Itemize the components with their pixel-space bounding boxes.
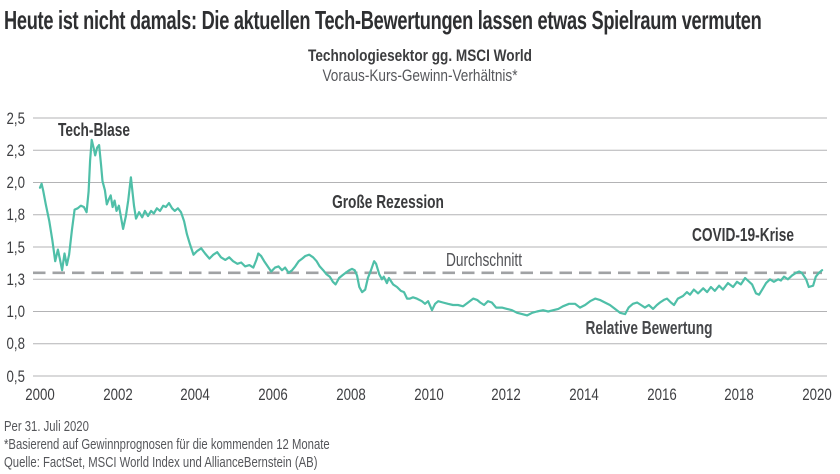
annotation-relative-valuation: Relative Bewertung <box>585 317 713 338</box>
y-tick-label-1,5: 1,5 <box>6 237 25 257</box>
y-tick-label-1,8: 1,8 <box>6 205 25 225</box>
x-tick-label-2016: 2016 <box>646 385 677 404</box>
x-tick-label-2010: 2010 <box>413 385 444 404</box>
annotation-covid-crisis: COVID-19-Krise <box>692 224 794 245</box>
annotation-great-recession: Große Rezession <box>332 191 444 212</box>
chart-title: Technologiesektor gg. MSCI World <box>308 46 532 65</box>
y-tick-label-0,5: 0,5 <box>6 366 25 386</box>
chart-subtitle: Voraus-Kurs-Gewinn-Verhältnis* <box>322 66 518 85</box>
annotation-average: Durchschnitt <box>445 249 523 270</box>
footnote-forecast: *Basierend auf Gewinnprognosen für die k… <box>4 437 330 453</box>
x-tick-label-2002: 2002 <box>102 385 133 404</box>
y-tick-label-2,0: 2,0 <box>6 173 25 192</box>
x-tick-label-2012: 2012 <box>491 385 521 404</box>
x-tick-label-2018: 2018 <box>724 385 755 404</box>
x-tick-label-2004: 2004 <box>180 385 211 404</box>
relative-valuation-line <box>38 138 824 317</box>
y-tick-label-2,5: 2,5 <box>6 108 25 128</box>
page-title: Heute ist nicht damals: Die aktuellen Te… <box>4 5 762 35</box>
y-tick-label-0,8: 0,8 <box>6 334 25 354</box>
footnote-as-of: Per 31. Juli 2020 <box>4 419 89 435</box>
x-tick-label-2020: 2020 <box>802 385 832 404</box>
x-tick-label-2008: 2008 <box>336 385 366 404</box>
x-tick-label-2014: 2014 <box>569 385 599 404</box>
annotation-tech-bubble: Tech-Blase <box>57 119 130 140</box>
x-tick-label-2006: 2006 <box>258 385 288 404</box>
footnote-source: Quelle: FactSet, MSCI World Index und Al… <box>4 455 318 471</box>
y-tick-label-1,0: 1,0 <box>6 302 25 321</box>
x-tick-label-2000: 2000 <box>25 385 55 404</box>
y-tick-label-2,3: 2,3 <box>6 140 25 160</box>
y-tick-label-1,3: 1,3 <box>6 269 25 289</box>
